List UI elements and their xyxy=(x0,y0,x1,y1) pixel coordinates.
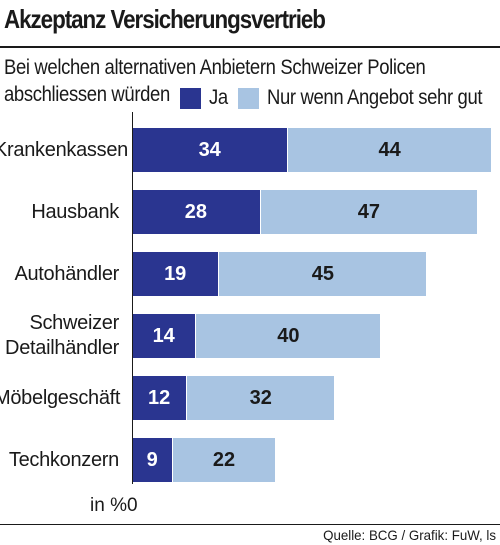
bar-segment-ja: 28 xyxy=(132,190,261,234)
bar-segment-nur: 47 xyxy=(260,190,477,234)
subtitle-line-2: abschliessen würden xyxy=(4,83,170,106)
category-label: Techkonzern xyxy=(0,448,119,473)
category-label: Krankenkassen xyxy=(0,138,128,163)
category-label-line: Hausbank xyxy=(31,200,119,223)
legend-item-ja: Ja xyxy=(180,86,230,110)
category-label: Schweizer Detailhändler xyxy=(0,311,119,361)
chart-title: Akzeptanz Versicherungsvertrieb xyxy=(4,4,326,34)
legend-label-nur: Nur wenn Angebot sehr gut xyxy=(267,86,483,109)
bar-segment-nur: 32 xyxy=(187,376,335,420)
legend-label-ja: Ja xyxy=(209,86,228,109)
data-label: 47 xyxy=(357,200,381,223)
category-label-line: Techkonzern xyxy=(8,448,119,471)
y-axis-line xyxy=(132,112,133,484)
legend-swatch-nur xyxy=(238,87,259,109)
bar-segment-nur: 40 xyxy=(196,314,381,358)
x-tick-label: 0 xyxy=(127,495,138,516)
data-label: 9 xyxy=(146,448,158,471)
legend-item-nur: Nur wenn Angebot sehr gut xyxy=(238,86,500,110)
data-label: 12 xyxy=(147,386,171,409)
chart-subtitle: Bei welchen alternativen Anbietern Schwe… xyxy=(4,54,426,108)
data-label: 45 xyxy=(311,262,335,285)
bar-segment-ja: 34 xyxy=(132,128,289,172)
data-label: 28 xyxy=(184,200,208,223)
data-label: 34 xyxy=(198,138,221,161)
bar-segment-nur: 22 xyxy=(173,438,275,482)
bar-segment-nur: 44 xyxy=(288,128,491,172)
data-label: 44 xyxy=(378,138,401,161)
category-label-line: Schweizer xyxy=(29,312,119,334)
data-label: 22 xyxy=(212,448,236,471)
bar-segment-ja: 9 xyxy=(132,438,174,482)
category-label: Hausbank xyxy=(0,200,119,225)
data-label: 40 xyxy=(277,324,300,347)
bar-segment-nur: 45 xyxy=(219,252,427,296)
subtitle-line-1: Bei welchen alternativen Anbietern Schwe… xyxy=(4,56,426,79)
title-divider xyxy=(0,46,500,48)
data-label: 19 xyxy=(164,262,187,285)
category-label-line: Detailhändler xyxy=(5,337,119,359)
footer-divider xyxy=(0,524,500,525)
data-label: 32 xyxy=(249,386,272,409)
category-label-line: Möbelgeschäft xyxy=(0,386,121,409)
category-label-line: Autohändler xyxy=(14,262,119,285)
bar-segment-ja: 14 xyxy=(132,314,197,358)
source-note: Quelle: BCG / Grafik: FuW, ls xyxy=(323,527,496,543)
category-label: Autohändler xyxy=(0,262,119,287)
bar-segment-ja: 12 xyxy=(132,376,188,420)
data-label: 14 xyxy=(152,324,175,347)
legend-swatch-ja xyxy=(180,87,201,109)
bar-segment-ja: 19 xyxy=(132,252,220,296)
axis-unit-label: in % xyxy=(90,495,127,516)
category-label: Möbelgeschäft xyxy=(0,386,121,411)
category-label-line: Krankenkassen xyxy=(0,138,128,161)
